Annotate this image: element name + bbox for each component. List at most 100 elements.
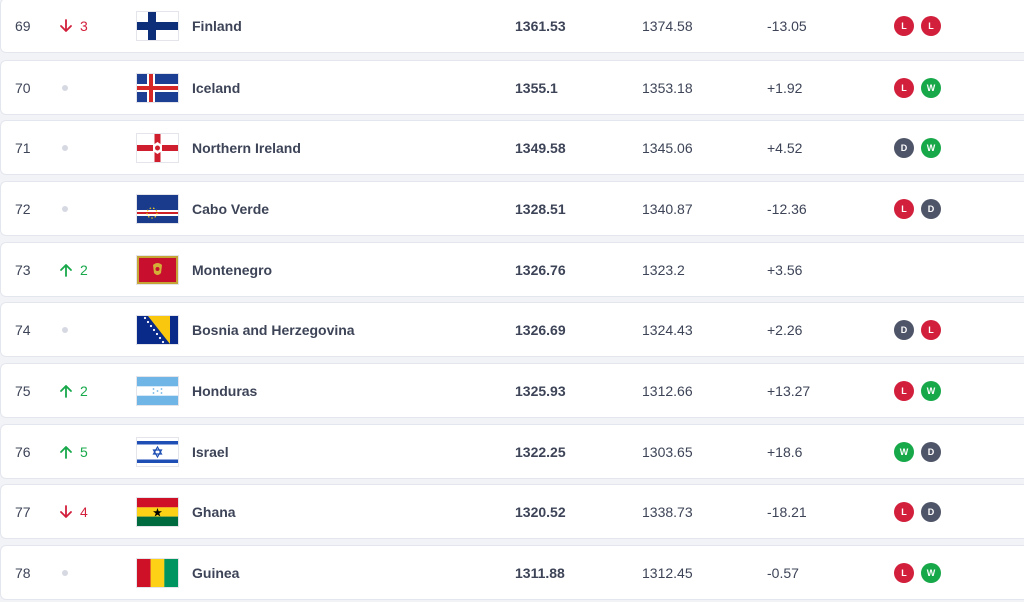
points-change: +2.26 <box>767 321 803 338</box>
israel-flag <box>137 437 178 466</box>
cabo-verde-flag <box>137 194 178 223</box>
points-change: +13.27 <box>767 382 811 399</box>
total-points: 1320.52 <box>515 503 566 520</box>
arrow-up-icon <box>59 384 80 398</box>
form-badge-loss: L <box>921 15 941 36</box>
team-name[interactable]: Finland <box>192 17 242 34</box>
points-change: -12.36 <box>767 200 807 217</box>
arrow-down-icon <box>59 504 80 519</box>
rank: 78 <box>15 564 31 581</box>
previous-points: 1338.73 <box>642 503 693 520</box>
rank: 69 <box>15 17 31 34</box>
movement-value: 5 <box>80 443 88 460</box>
movement-value: 2 <box>80 261 88 278</box>
no-change-dot-icon <box>62 569 68 576</box>
form-badge-win: W <box>921 77 941 98</box>
form-badge-win: W <box>921 380 941 401</box>
form-badge-win: W <box>894 441 914 462</box>
table-row[interactable]: 73 2 Montenegro 1326.76 1323.2 +3.56 <box>0 242 1024 297</box>
team-name[interactable]: Israel <box>192 443 229 460</box>
bosnia-flag <box>137 315 178 344</box>
form-badge-loss: L <box>921 319 941 340</box>
previous-points: 1303.65 <box>642 443 693 460</box>
no-change-dot-icon <box>62 205 68 212</box>
rank: 70 <box>15 79 31 96</box>
table-row[interactable]: 74 Bosnia and Herzegovina 1326.69 1324.4… <box>0 302 1024 357</box>
team-name[interactable]: Guinea <box>192 564 240 581</box>
team-name[interactable]: Honduras <box>192 382 258 399</box>
finland-flag <box>137 11 178 40</box>
rank: 75 <box>15 382 31 399</box>
rank: 76 <box>15 443 31 460</box>
rank: 72 <box>15 200 31 217</box>
northern-ireland-flag <box>137 133 178 162</box>
points-change: +1.92 <box>767 79 803 96</box>
form-badge-draw: D <box>921 441 941 462</box>
team-name[interactable]: Montenegro <box>192 261 273 278</box>
no-change-dot-icon <box>62 144 68 151</box>
rank: 73 <box>15 261 31 278</box>
rank-movement: 5 <box>59 425 88 478</box>
form-badge-draw: D <box>921 198 941 219</box>
rank: 71 <box>15 139 31 156</box>
form-badge-win: W <box>921 562 941 583</box>
form-badge-draw: D <box>921 501 941 522</box>
form-badge-loss: L <box>894 15 914 36</box>
team-name[interactable]: Iceland <box>192 79 241 96</box>
points-change: -0.57 <box>767 564 799 581</box>
total-points: 1328.51 <box>515 200 566 217</box>
movement-value: 4 <box>80 503 88 520</box>
no-change-dot-icon <box>62 326 68 333</box>
total-points: 1361.53 <box>515 17 566 34</box>
table-row[interactable]: 71 Northern Ireland 1349.58 1345.06 +4.5… <box>0 120 1024 175</box>
arrow-down-icon <box>59 18 80 33</box>
rank: 74 <box>15 321 31 338</box>
total-points: 1326.69 <box>515 321 566 338</box>
rank-movement: 2 <box>59 243 88 296</box>
arrow-up-icon <box>59 445 80 459</box>
total-points: 1349.58 <box>515 139 566 156</box>
form-badge-loss: L <box>894 562 914 583</box>
montenegro-flag <box>137 255 178 284</box>
rank: 77 <box>15 503 31 520</box>
team-name[interactable]: Ghana <box>192 503 236 520</box>
team-name[interactable]: Cabo Verde <box>192 200 270 217</box>
points-change: +18.6 <box>767 443 803 460</box>
form-badge-win: W <box>921 137 941 158</box>
points-change: +3.56 <box>767 261 803 278</box>
team-name[interactable]: Bosnia and Herzegovina <box>192 321 355 338</box>
rank-movement: 4 <box>59 485 88 538</box>
arrow-up-icon <box>59 263 80 277</box>
team-name[interactable]: Northern Ireland <box>192 139 301 156</box>
points-change: -13.05 <box>767 17 807 34</box>
form-badge-loss: L <box>894 77 914 98</box>
form-badge-draw: D <box>894 137 914 158</box>
previous-points: 1340.87 <box>642 200 693 217</box>
total-points: 1326.76 <box>515 261 566 278</box>
previous-points: 1374.58 <box>642 17 693 34</box>
previous-points: 1312.66 <box>642 382 693 399</box>
rank-movement: 2 <box>59 364 88 417</box>
form-badge-loss: L <box>894 198 914 219</box>
movement-value: 2 <box>80 382 88 399</box>
total-points: 1311.88 <box>515 564 565 581</box>
previous-points: 1312.45 <box>642 564 693 581</box>
rank-movement: 3 <box>59 0 88 52</box>
form-badge-draw: D <box>894 319 914 340</box>
movement-value: 3 <box>80 17 88 34</box>
ghana-flag <box>137 497 178 526</box>
previous-points: 1345.06 <box>642 139 693 156</box>
